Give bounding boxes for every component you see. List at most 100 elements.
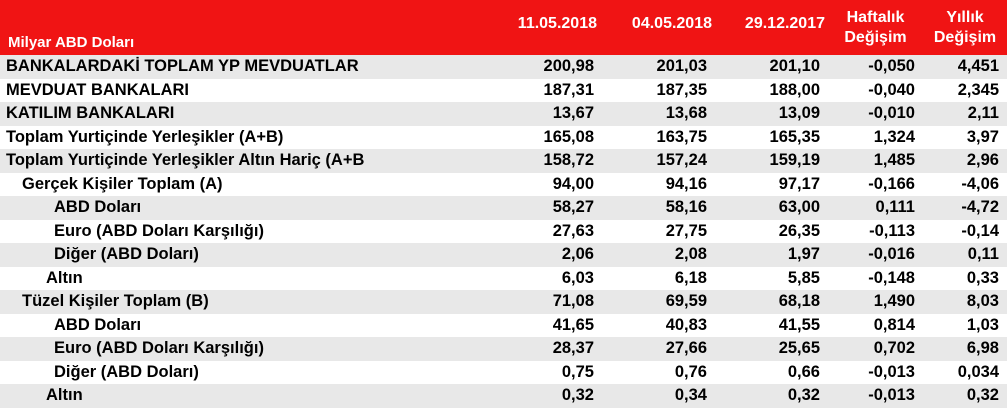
value-29-12-2017: 165,35 [715, 125, 828, 149]
value-29-12-2017: 97,17 [715, 172, 828, 196]
table-row: Gerçek Kişiler Toplam (A) 94,00 94,16 97,17… [0, 172, 1007, 196]
value-yearly-change: -4,72 [923, 196, 1007, 220]
row-label: Tüzel Kişiler Toplam (B) [0, 290, 480, 314]
value-yearly-change: 1,03 [923, 313, 1007, 337]
column-header-yearly-change: Yıllık Değişim [923, 0, 1007, 55]
value-weekly-change: 0,814 [828, 313, 923, 337]
value-weekly-change: -0,166 [828, 172, 923, 196]
value-04-05-2018: 163,75 [600, 125, 715, 149]
row-label: Altın [0, 266, 480, 290]
value-yearly-change: 0,32 [923, 384, 1007, 408]
value-weekly-change: -0,013 [828, 360, 923, 384]
value-11-05-2018: 41,65 [480, 313, 600, 337]
value-weekly-change: 1,324 [828, 125, 923, 149]
row-label: Gerçek Kişiler Toplam (A) [0, 172, 480, 196]
value-04-05-2018: 27,75 [600, 219, 715, 243]
table-row: Diğer (ABD Doları) 2,06 2,08 1,97 -0,016 0,11 [0, 243, 1007, 267]
value-29-12-2017: 26,35 [715, 219, 828, 243]
value-29-12-2017: 1,97 [715, 243, 828, 267]
value-04-05-2018: 0,76 [600, 360, 715, 384]
value-yearly-change: 4,451 [923, 55, 1007, 79]
weekly-change-line-2: Değişim [844, 28, 907, 46]
value-yearly-change: 2,11 [923, 102, 1007, 126]
row-label: MEVDUAT BANKALARI [0, 78, 480, 102]
value-yearly-change: 0,11 [923, 243, 1007, 267]
value-11-05-2018: 200,98 [480, 55, 600, 79]
value-11-05-2018: 28,37 [480, 337, 600, 361]
column-header-date-1: 11.05.2018 [480, 0, 600, 55]
value-11-05-2018: 158,72 [480, 149, 600, 173]
value-11-05-2018: 2,06 [480, 243, 600, 267]
column-header-date-2: 04.05.2018 [600, 0, 715, 55]
value-29-12-2017: 0,66 [715, 360, 828, 384]
value-weekly-change: -0,113 [828, 219, 923, 243]
table-row: Euro (ABD Doları Karşılığı) 27,63 27,75 26,… [0, 219, 1007, 243]
value-29-12-2017: 5,85 [715, 266, 828, 290]
value-11-05-2018: 0,75 [480, 360, 600, 384]
value-weekly-change: 0,702 [828, 337, 923, 361]
row-label: Diğer (ABD Doları) [0, 243, 480, 267]
value-29-12-2017: 41,55 [715, 313, 828, 337]
value-weekly-change: 1,490 [828, 290, 923, 314]
table-row: ABD Doları 41,65 40,83 41,55 0,814 1,03 [0, 313, 1007, 337]
value-29-12-2017: 188,00 [715, 78, 828, 102]
row-label: Toplam Yurtiçinde Yerleşikler (A+B) [0, 125, 480, 149]
yearly-change-line-2: Değişim [933, 28, 997, 46]
value-29-12-2017: 25,65 [715, 337, 828, 361]
value-yearly-change: -4,06 [923, 172, 1007, 196]
value-04-05-2018: 40,83 [600, 313, 715, 337]
yearly-change-line-1: Yıllık [946, 8, 984, 26]
value-weekly-change: -0,050 [828, 55, 923, 79]
value-04-05-2018: 69,59 [600, 290, 715, 314]
value-04-05-2018: 94,16 [600, 172, 715, 196]
value-29-12-2017: 0,32 [715, 384, 828, 408]
row-label: Euro (ABD Doları Karşılığı) [0, 219, 480, 243]
table-row: MEVDUAT BANKALARI 187,31 187,35 188,00 -0,04… [0, 78, 1007, 102]
table-row: Altın 0,32 0,34 0,32 -0,013 0,32 [0, 384, 1007, 408]
table-row: Toplam Yurtiçinde Yerleşikler Altın Hari… [0, 149, 1007, 173]
value-29-12-2017: 63,00 [715, 196, 828, 220]
weekly-change-line-1: Haftalık [846, 8, 905, 26]
value-11-05-2018: 58,27 [480, 196, 600, 220]
table-row: Toplam Yurtiçinde Yerleşikler (A+B) 165,0… [0, 125, 1007, 149]
value-weekly-change: -0,010 [828, 102, 923, 126]
value-04-05-2018: 27,66 [600, 337, 715, 361]
table-body: BANKALARDAKİ TOPLAM YP MEVDUATLAR 200,98 2… [0, 55, 1007, 408]
value-04-05-2018: 58,16 [600, 196, 715, 220]
value-04-05-2018: 2,08 [600, 243, 715, 267]
column-header-weekly-change: Haftalık Değişim [828, 0, 923, 55]
value-29-12-2017: 68,18 [715, 290, 828, 314]
value-29-12-2017: 159,19 [715, 149, 828, 173]
value-weekly-change: -0,013 [828, 384, 923, 408]
value-04-05-2018: 13,68 [600, 102, 715, 126]
value-11-05-2018: 0,32 [480, 384, 600, 408]
table-row: Tüzel Kişiler Toplam (B) 71,08 69,59 68,18 1… [0, 290, 1007, 314]
row-label: Altın [0, 384, 480, 408]
value-29-12-2017: 13,09 [715, 102, 828, 126]
unit-label: Milyar ABD Doları [0, 0, 480, 55]
table-row: Euro (ABD Doları Karşılığı) 28,37 27,66 25,… [0, 337, 1007, 361]
value-04-05-2018: 201,03 [600, 55, 715, 79]
value-04-05-2018: 0,34 [600, 384, 715, 408]
value-11-05-2018: 13,67 [480, 102, 600, 126]
value-11-05-2018: 165,08 [480, 125, 600, 149]
value-weekly-change: 0,111 [828, 196, 923, 220]
value-11-05-2018: 94,00 [480, 172, 600, 196]
row-label: KATILIM BANKALARI [0, 102, 480, 126]
table-row: Diğer (ABD Doları) 0,75 0,76 0,66 -0,013 0,03… [0, 360, 1007, 384]
value-yearly-change: 2,345 [923, 78, 1007, 102]
row-label: Euro (ABD Doları Karşılığı) [0, 337, 480, 361]
value-11-05-2018: 187,31 [480, 78, 600, 102]
value-11-05-2018: 6,03 [480, 266, 600, 290]
value-weekly-change: -0,040 [828, 78, 923, 102]
value-yearly-change: 6,98 [923, 337, 1007, 361]
value-11-05-2018: 27,63 [480, 219, 600, 243]
row-label: Diğer (ABD Doları) [0, 360, 480, 384]
value-yearly-change: 0,034 [923, 360, 1007, 384]
row-label: ABD Doları [0, 196, 480, 220]
row-label: ABD Doları [0, 313, 480, 337]
value-29-12-2017: 201,10 [715, 55, 828, 79]
table-row: KATILIM BANKALARI 13,67 13,68 13,09 -0,010 2,… [0, 102, 1007, 126]
column-header-date-3: 29.12.2017 [715, 0, 828, 55]
